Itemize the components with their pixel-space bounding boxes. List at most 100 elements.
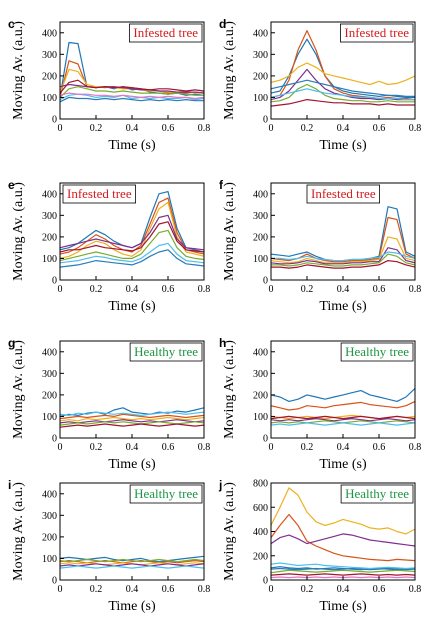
- series-line-f-4: [271, 247, 415, 265]
- y-tick-label: 400: [253, 28, 268, 39]
- tag-label: Healthy tree: [134, 486, 198, 501]
- series-line-i-5: [60, 558, 204, 563]
- x-axis-label: Time (s): [319, 599, 367, 614]
- x-tick-label: 0.2: [301, 284, 314, 295]
- y-tick-label: 200: [42, 390, 57, 401]
- tag-infested: Infested tree: [128, 23, 203, 43]
- panel-h: h 0 0.2 0.4 0.6 0.8 0 100 200 300 400 Time (s) Movin…: [219, 336, 421, 472]
- series-line-e-3: [60, 201, 204, 259]
- x-tick-label: 0.8: [198, 123, 211, 134]
- tag-label: Healthy tree: [345, 486, 409, 501]
- x-tick-label: 0.2: [90, 442, 103, 453]
- y-tick-label: 300: [42, 211, 57, 222]
- y-tick-label: 300: [253, 50, 268, 61]
- x-tick-label: 0.2: [301, 442, 314, 453]
- panel-letter: d: [219, 17, 226, 31]
- x-tick-label: 0: [58, 442, 63, 453]
- series-line-g-6: [60, 411, 204, 416]
- tag-infested: Infested tree: [62, 184, 137, 204]
- y-tick-label: 100: [42, 412, 57, 423]
- y-tick-label: 300: [42, 511, 57, 522]
- series-line-h-7: [271, 415, 415, 420]
- series-line-f-5: [271, 253, 415, 267]
- y-axis-label: Moving Av. (a.u.): [11, 340, 26, 439]
- y-tick-label: 100: [42, 254, 57, 265]
- y-tick-label: 100: [42, 93, 57, 104]
- x-axis-label: Time (s): [319, 138, 367, 153]
- y-axis-label: Moving Av. (a.u.): [11, 482, 26, 581]
- y-tick-label: 300: [253, 369, 268, 380]
- series-line-c-5: [60, 86, 204, 98]
- series-line-c-9: [60, 92, 204, 100]
- tag-label: Infested tree: [133, 25, 198, 40]
- y-tick-label: 300: [42, 50, 57, 61]
- series-line-g-5: [60, 421, 204, 426]
- tag-infested: Infested tree: [339, 23, 414, 43]
- y-tick-label: 100: [253, 412, 268, 423]
- tag-healthy: Healthy tree: [340, 342, 414, 362]
- panel-j: j 0 0.2 0.4 0.6 0.8 0 200 400 600 800 Time (s) Movin…: [218, 478, 421, 614]
- y-tick-label: 200: [253, 71, 268, 82]
- series-line-d-2: [271, 30, 415, 101]
- series-line-e-5: [60, 229, 204, 262]
- series-line-g-7: [60, 423, 204, 428]
- series-line-e-6: [60, 242, 204, 264]
- tag-box: [129, 484, 203, 504]
- x-tick-label: 0.2: [301, 123, 314, 134]
- x-tick-label: 0.6: [373, 584, 386, 595]
- series-line-f-3: [271, 236, 415, 264]
- x-tick-label: 0: [269, 284, 274, 295]
- tag-label: Infested tree: [344, 25, 409, 40]
- series-line-h-1: [271, 387, 415, 402]
- y-tick-label: 0: [263, 434, 268, 445]
- y-tick-label: 200: [253, 551, 268, 562]
- series-line-f-7: [271, 260, 415, 269]
- y-tick-label: 200: [42, 71, 57, 82]
- y-tick-label: 400: [253, 347, 268, 358]
- x-tick-label: 0.2: [301, 584, 314, 595]
- series-line-g-4: [60, 419, 204, 424]
- tag-box: [129, 342, 203, 362]
- x-tick-label: 0.8: [198, 442, 211, 453]
- panel-letter: j: [218, 478, 222, 492]
- tag-box: [128, 23, 203, 43]
- x-axis-label: Time (s): [319, 457, 367, 472]
- y-tick-label: 0: [263, 576, 268, 587]
- y-tick-label: 300: [42, 369, 57, 380]
- tag-box: [339, 23, 414, 43]
- panel-f: f 0 0.2 0.4 0.6 0.8 0 100 200 300 400 Time (s) Movin…: [219, 178, 421, 314]
- tag-label: Infested tree: [67, 186, 132, 201]
- x-axis-label: Time (s): [108, 599, 156, 614]
- y-tick-label: 300: [253, 211, 268, 222]
- series-line-i-4: [60, 563, 204, 567]
- series-line-c-4: [60, 83, 204, 94]
- panel-c: c 0 0.2 0.4 0.6 0.8 0 100 200 300 400 Time (s) Movin…: [8, 17, 210, 153]
- x-tick-label: 0.4: [126, 584, 139, 595]
- y-tick-label: 200: [253, 390, 268, 401]
- series-line-d-8: [271, 79, 415, 98]
- panel-letter: f: [219, 178, 224, 192]
- series-line-e-8: [60, 249, 204, 268]
- panel-letter: h: [219, 336, 226, 350]
- x-tick-label: 0: [58, 123, 63, 134]
- panel-letter: e: [8, 178, 15, 192]
- x-axis-label: Time (s): [108, 299, 156, 314]
- y-tick-label: 0: [263, 276, 268, 287]
- panel-g: g 0 0.2 0.4 0.6 0.8 0 100 200 300 400 Time (s) Movin…: [8, 336, 210, 472]
- panel-letter: i: [8, 478, 11, 492]
- y-axis-label: Moving Av. (a.u.): [222, 21, 237, 120]
- x-tick-label: 0.6: [162, 584, 175, 595]
- y-tick-label: 0: [52, 434, 57, 445]
- panel-i: i 0 0.2 0.4 0.6 0.8 0 100 200 300 400 Time (s) Movin…: [8, 478, 210, 614]
- panel-e: e 0 0.2 0.4 0.6 0.8 0 100 200 300 400 Time (s) Movin…: [8, 178, 210, 314]
- panel-letter: c: [8, 17, 15, 31]
- y-tick-label: 400: [253, 189, 268, 200]
- y-tick-label: 0: [52, 576, 57, 587]
- x-tick-label: 0.8: [409, 442, 422, 453]
- series-line-f-6: [271, 251, 415, 262]
- x-tick-label: 0.8: [409, 123, 422, 134]
- y-tick-label: 0: [52, 115, 57, 126]
- x-tick-label: 0.6: [162, 442, 175, 453]
- y-tick-label: 100: [253, 254, 268, 265]
